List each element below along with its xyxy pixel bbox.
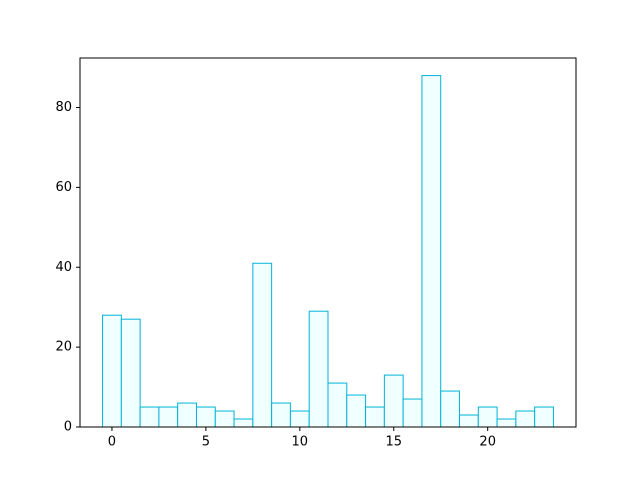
axes-frame bbox=[79, 57, 577, 428]
bar bbox=[233, 418, 254, 428]
bar bbox=[496, 418, 517, 428]
bar bbox=[139, 406, 160, 428]
bar bbox=[459, 414, 479, 428]
bar bbox=[440, 390, 461, 428]
x-tick-label: 15 bbox=[385, 435, 402, 450]
x-tick-label: 0 bbox=[108, 435, 116, 450]
bar bbox=[515, 410, 536, 428]
bar bbox=[308, 310, 329, 428]
bar bbox=[402, 398, 423, 428]
bar bbox=[252, 262, 273, 428]
bar bbox=[346, 394, 367, 428]
bar bbox=[365, 406, 385, 428]
bar bbox=[289, 410, 310, 428]
bar bbox=[158, 406, 179, 428]
bar bbox=[214, 410, 235, 428]
y-tick-label: 20 bbox=[55, 340, 72, 355]
bar bbox=[383, 374, 404, 428]
bar bbox=[421, 75, 442, 428]
y-tick-label: 60 bbox=[55, 180, 72, 195]
bar bbox=[195, 406, 216, 428]
x-tick-label: 5 bbox=[202, 435, 210, 450]
bar bbox=[477, 406, 498, 428]
y-tick-label: 80 bbox=[55, 100, 72, 115]
x-tick-label: 20 bbox=[479, 435, 496, 450]
y-tick-label: 40 bbox=[55, 260, 72, 275]
bar bbox=[120, 318, 141, 428]
bar bbox=[534, 406, 554, 428]
x-tick-label: 10 bbox=[292, 435, 309, 450]
bar bbox=[177, 402, 197, 428]
bar bbox=[102, 314, 122, 428]
bar bbox=[271, 402, 291, 428]
bar bbox=[327, 382, 348, 428]
y-tick-label: 0 bbox=[64, 420, 72, 435]
